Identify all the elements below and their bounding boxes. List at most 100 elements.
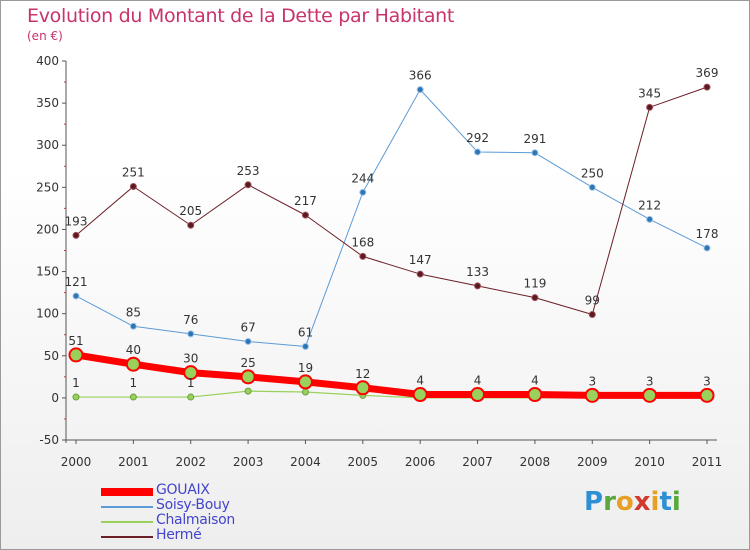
data-label-gouaix: 25: [240, 356, 255, 370]
x-tick-label: 2003: [233, 455, 264, 469]
data-label-gouaix: 3: [588, 374, 596, 388]
y-tick-label: -50: [39, 433, 59, 447]
data-point-herm: [703, 83, 711, 91]
legend-item-soisy-bouy: Soisy-Bouy: [101, 497, 361, 514]
data-label-gouaix: 19: [298, 361, 313, 375]
data-point-soisy-bouy: [187, 330, 195, 338]
axes: -50 0 50 100 150 200 250 300 350 400 2000 2001 2002 2…: [36, 54, 722, 469]
y-tick-label: 400: [36, 54, 59, 68]
data-label-chalmaison: 1: [130, 376, 138, 390]
x-tick-label: 2009: [577, 455, 608, 469]
data-point-herm: [187, 221, 195, 229]
data-point-soisy-bouy: [72, 292, 80, 300]
data-label-herm: 147: [409, 253, 432, 267]
data-label-soisy-bouy: 291: [523, 132, 546, 146]
legend-label: Soisy-Bouy: [156, 497, 230, 513]
proxiti-logo: Proxiti: [584, 487, 681, 517]
legend: GOUAIX Soisy-Bouy Chalmaison Hermé: [101, 482, 361, 544]
data-label-gouaix: 12: [355, 367, 370, 381]
data-point-herm: [129, 182, 137, 190]
data-label-soisy-bouy: 366: [409, 69, 432, 83]
data-label-gouaix: 4: [531, 374, 539, 388]
data-label-gouaix: 4: [474, 374, 482, 388]
data-label-herm: 369: [696, 66, 719, 80]
data-label-herm: 345: [638, 86, 661, 100]
legend-swatch: [101, 536, 153, 538]
data-point-soisy-bouy: [646, 215, 654, 223]
data-point-herm: [531, 294, 539, 302]
x-tick-label: 2011: [692, 455, 723, 469]
data-label-soisy-bouy: 76: [183, 313, 198, 327]
data-label-herm: 119: [523, 277, 546, 291]
legend-item-gouaix: GOUAIX: [101, 482, 361, 499]
y-tick-label: 200: [36, 222, 59, 236]
legend-label: GOUAIX: [156, 482, 210, 498]
data-label-soisy-bouy: 61: [298, 326, 313, 340]
legend-swatch: [101, 506, 153, 508]
data-point-soisy-bouy: [301, 343, 309, 351]
data-point-gouaix: [297, 374, 313, 390]
x-tick-label: 2002: [175, 455, 206, 469]
data-label-herm: 168: [351, 235, 374, 249]
data-point-gouaix: [642, 387, 658, 403]
y-tick-label: 100: [36, 307, 59, 321]
data-label-soisy-bouy: 121: [65, 275, 88, 289]
x-tick-label: 2008: [520, 455, 551, 469]
data-point-gouaix: [699, 387, 715, 403]
data-label-gouaix: 40: [126, 343, 141, 357]
legend-label: Hermé: [156, 527, 202, 543]
data-point-herm: [301, 211, 309, 219]
series-line-soisy-bouy: [75, 89, 708, 348]
data-point-herm: [359, 252, 367, 260]
data-point-herm: [646, 103, 654, 111]
legend-item-herm: Hermé: [101, 527, 361, 544]
data-point-herm: [72, 231, 80, 239]
data-label-soisy-bouy: 212: [638, 198, 661, 212]
data-label-gouaix: 4: [416, 374, 424, 388]
line-chart: -50 0 50 100 150 200 250 300 350 400 2000 2001 2002 2…: [36, 54, 722, 469]
data-point-chalmaison: [187, 393, 195, 401]
data-point-gouaix: [470, 387, 486, 403]
y-tick-label: 50: [44, 349, 59, 363]
data-label-soisy-bouy: 85: [126, 305, 141, 319]
y-tick-label: 300: [36, 138, 59, 152]
series-lines: [75, 86, 708, 399]
data-point-gouaix: [68, 347, 84, 363]
data-point-chalmaison: [129, 393, 137, 401]
data-label-gouaix: 3: [646, 374, 654, 388]
data-point-gouaix: [527, 387, 543, 403]
data-label-herm: 99: [585, 294, 600, 308]
data-label-herm: 253: [237, 164, 260, 178]
x-tick-label: 2004: [290, 455, 321, 469]
data-label-soisy-bouy: 178: [696, 227, 719, 241]
legend-swatch: [101, 521, 153, 523]
y-tick-label: 0: [51, 391, 59, 405]
data-point-soisy-bouy: [416, 86, 424, 94]
data-label-herm: 251: [122, 165, 145, 179]
data-label-chalmaison: 1: [187, 376, 195, 390]
data-point-soisy-bouy: [531, 149, 539, 157]
series-points: [68, 83, 715, 403]
chart-subtitle: (en €): [27, 29, 63, 43]
legend-item-chalmaison: Chalmaison: [101, 512, 361, 529]
data-point-chalmaison: [244, 387, 252, 395]
data-label-soisy-bouy: 67: [240, 320, 255, 334]
data-label-soisy-bouy: 292: [466, 131, 489, 145]
y-tick-label: 350: [36, 96, 59, 110]
legend-swatch: [101, 488, 153, 496]
data-point-soisy-bouy: [129, 322, 137, 330]
data-label-herm: 193: [65, 214, 88, 228]
data-label-gouaix: 30: [183, 352, 198, 366]
x-tick-label: 2006: [405, 455, 436, 469]
x-tick-label: 2010: [634, 455, 665, 469]
data-label-gouaix: 51: [68, 334, 83, 348]
data-point-gouaix: [584, 387, 600, 403]
data-label-herm: 217: [294, 194, 317, 208]
data-point-gouaix: [183, 365, 199, 381]
data-point-soisy-bouy: [588, 183, 596, 191]
series-line-herm: [75, 86, 708, 316]
x-tick-label: 2001: [118, 455, 149, 469]
data-point-gouaix: [412, 387, 428, 403]
data-point-herm: [474, 282, 482, 290]
